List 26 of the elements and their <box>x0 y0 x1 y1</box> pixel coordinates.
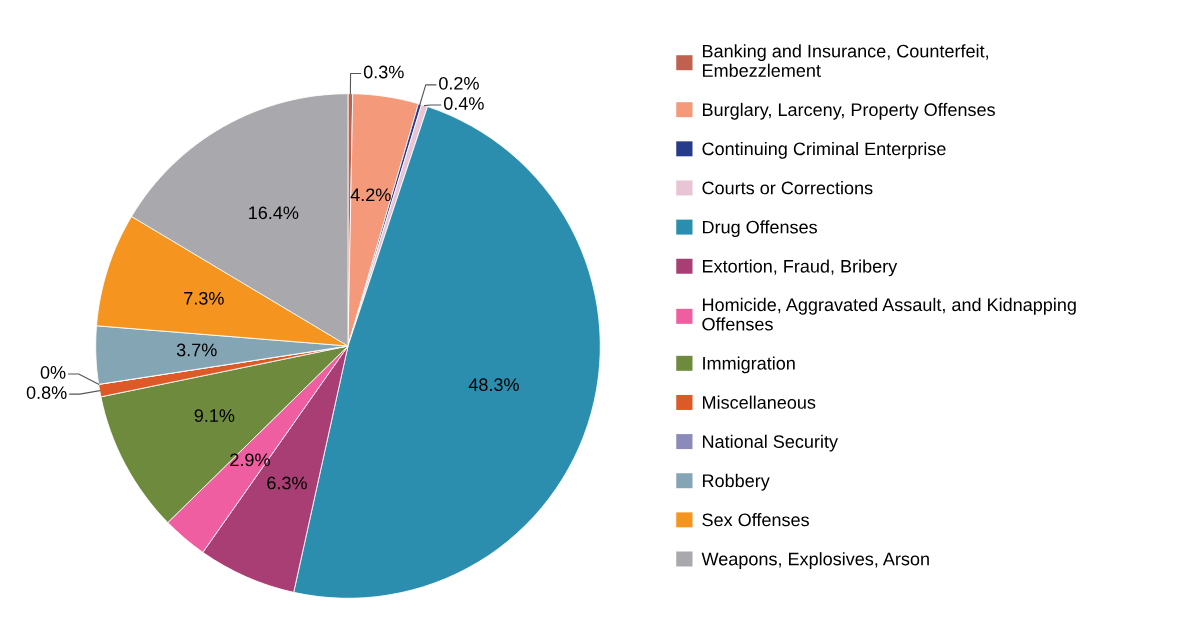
legend-label: Banking and Insurance, Counterfeit, Embezzlement <box>703 44 988 77</box>
data-label: 6.3% <box>267 476 307 490</box>
data-label: 48.3% <box>468 378 519 392</box>
data-label: 0.2% <box>439 76 479 90</box>
legend-label: Extortion, Fraud, Bribery <box>703 259 898 277</box>
legend-label: Robbery <box>703 473 770 491</box>
legend-label: Courts or Corrections <box>702 181 873 195</box>
data-label: 0.3% <box>363 65 404 79</box>
data-label: 9.1% <box>194 409 235 422</box>
legend-label: Immigration <box>703 356 795 374</box>
legend-label: Homicide, Aggravated Assault, and Kidnapping Offenses <box>702 297 1076 331</box>
legend-label: National Security <box>703 434 838 452</box>
data-label: 2.9% <box>230 453 270 467</box>
legend-label: Drug Offenses <box>703 220 817 238</box>
text: 0% <box>40 366 66 379</box>
legend-label: Miscellaneous <box>703 395 816 409</box>
data-label: 3.7% <box>176 343 217 357</box>
data-label: 4.2% <box>350 188 391 202</box>
data-label: 16.4% <box>249 206 299 220</box>
data-label: 7.3% <box>184 291 224 305</box>
data-label: 0.8% <box>26 386 67 399</box>
legend-label: Burglary, Larceny, Property Offenses <box>703 102 995 120</box>
legend-label: Continuing Criminal Enterprise <box>702 141 946 159</box>
data-label: 0.4% <box>443 97 484 110</box>
legend-label: Weapons, Explosives, Arson <box>701 552 929 569</box>
legend-label: Sex Offenses <box>702 513 809 527</box>
